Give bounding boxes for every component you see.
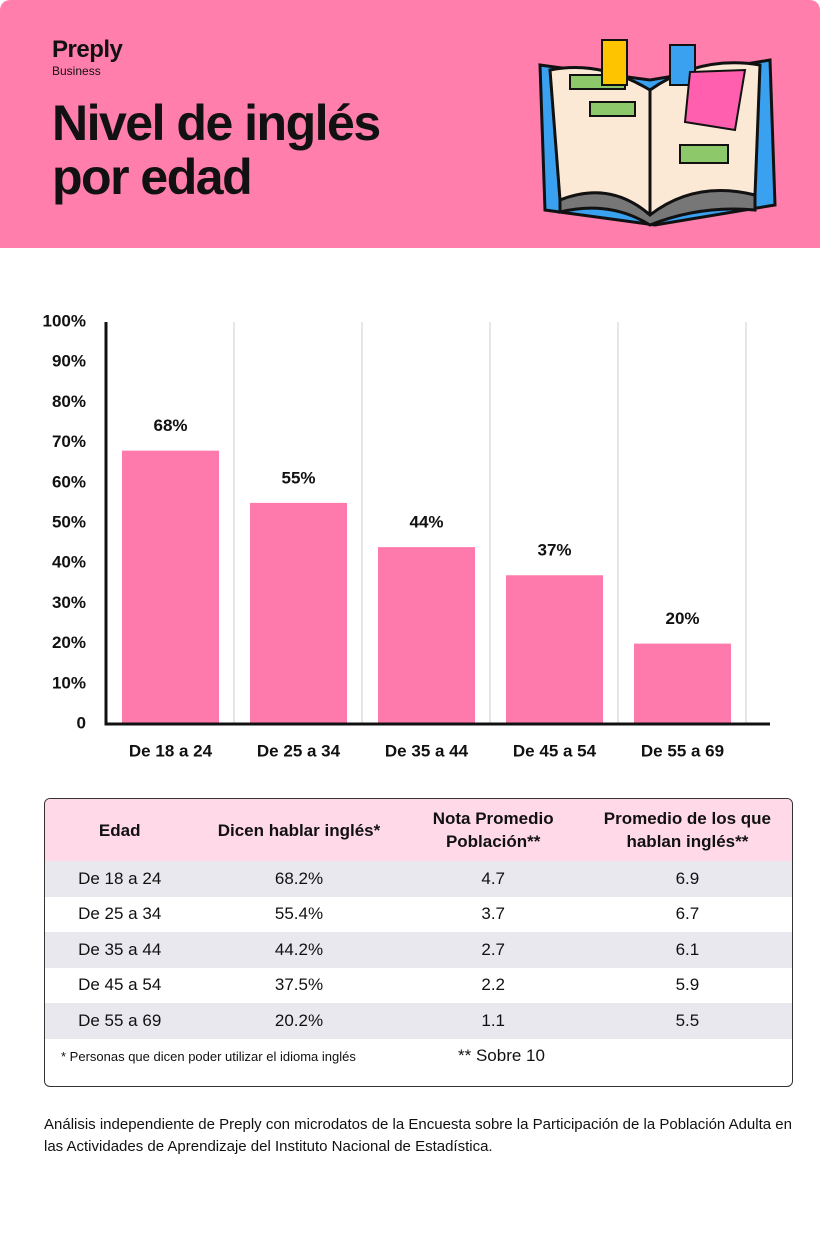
table-cell: De 18 a 24 [45,861,195,897]
brand: Preply [52,36,123,63]
table-row: De 55 a 69 20.2% 1.1 5.5 [45,1003,792,1039]
y-tick-label: 30% [52,593,86,612]
y-tick-label: 20% [52,633,86,652]
header-cell: Promedio de los que hablan inglés** [582,799,792,861]
x-tick-label: De 35 a 44 [385,741,469,760]
value-label: 44% [409,513,443,532]
table-cell: 44.2% [194,932,404,968]
table-row: De 45 a 54 37.5% 2.2 5.9 [45,968,792,1004]
table-cell: 2.7 [403,932,583,968]
value-label: 37% [537,541,571,560]
x-tick-label: De 45 a 54 [513,741,597,760]
table-cell: 55.4% [274,904,324,924]
bar [506,575,603,724]
footnote: ** Sobre 10 [458,1046,545,1065]
book-illustration [538,39,777,227]
table-cell: 6.9 [582,861,792,897]
header-cell: Dicen hablar inglés* [194,799,404,861]
bar [250,502,347,724]
table-cell: 2.2 [481,975,505,995]
value-label: 55% [281,468,315,487]
table-box: Edad Dicen hablar inglés* Nota Promedio Po… [44,798,793,1087]
x-tick-label: De 25 a 34 [257,741,341,760]
y-tick-label: 90% [52,352,86,371]
y-tick-label: 10% [52,673,86,692]
table-row: De 18 a 24 68.2% 4.7 6.9 [45,861,792,897]
table-cell: 3.7 [481,904,505,924]
y-tick-label: 0 [77,713,86,732]
table-cell: 5.5 [582,1003,792,1039]
table-cell: De 45 a 54 [78,975,162,995]
bar [634,643,731,724]
header: Preply Business Nivel de inglés por edad [0,0,820,248]
table-cell: De 55 a 69 [45,1003,195,1039]
y-tick-label: 60% [52,472,86,491]
value-label: 68% [153,416,187,435]
table-cell: 68.2% [194,861,404,897]
table-row: De 25 a 34 55.4% 3.7 6.7 [45,897,792,933]
title: Nivel de inglés por edad [52,95,381,205]
bar [378,547,475,724]
y-tick-label: 40% [52,553,86,572]
y-tick-label: 50% [52,512,86,531]
y-tick-label: 80% [52,392,86,411]
table-cell: 1.1 [403,1003,583,1039]
table-cell: De 35 a 44 [45,932,195,968]
footnote: * Personas que dicen poder utilizar el i… [61,1049,356,1064]
table-cell: 20.2% [194,1003,404,1039]
table-cell: 6.7 [675,904,700,924]
source: Análisis independiente de Preply con mic… [44,1116,792,1155]
table-cell: 4.7 [403,861,583,897]
header-cell: Nota Promedio Población** [403,799,583,861]
header-cell: Edad [45,799,195,861]
table-cell: 37.5% [274,975,324,995]
y-tick-label: 100% [43,311,86,330]
value-label: 20% [665,609,699,628]
chart: 0 10% 20% 30% 40% 50% 60% 70% 80% 90% 100% De 18 a … [43,311,770,760]
bar [122,450,219,724]
table-cell: 6.1 [582,932,792,968]
table-row: De 35 a 44 44.2% 2.7 6.1 [45,932,792,968]
table: Edad Dicen hablar inglés* Nota Promedio Po… [45,799,792,1039]
table-cell: 5.9 [675,975,700,995]
brand-sub: Business [52,64,101,78]
x-tick-label: De 55 a 69 [641,741,724,760]
x-tick-label: De 18 a 24 [129,741,213,760]
y-tick-label: 70% [52,432,86,451]
table-cell: De 25 a 34 [78,904,162,924]
